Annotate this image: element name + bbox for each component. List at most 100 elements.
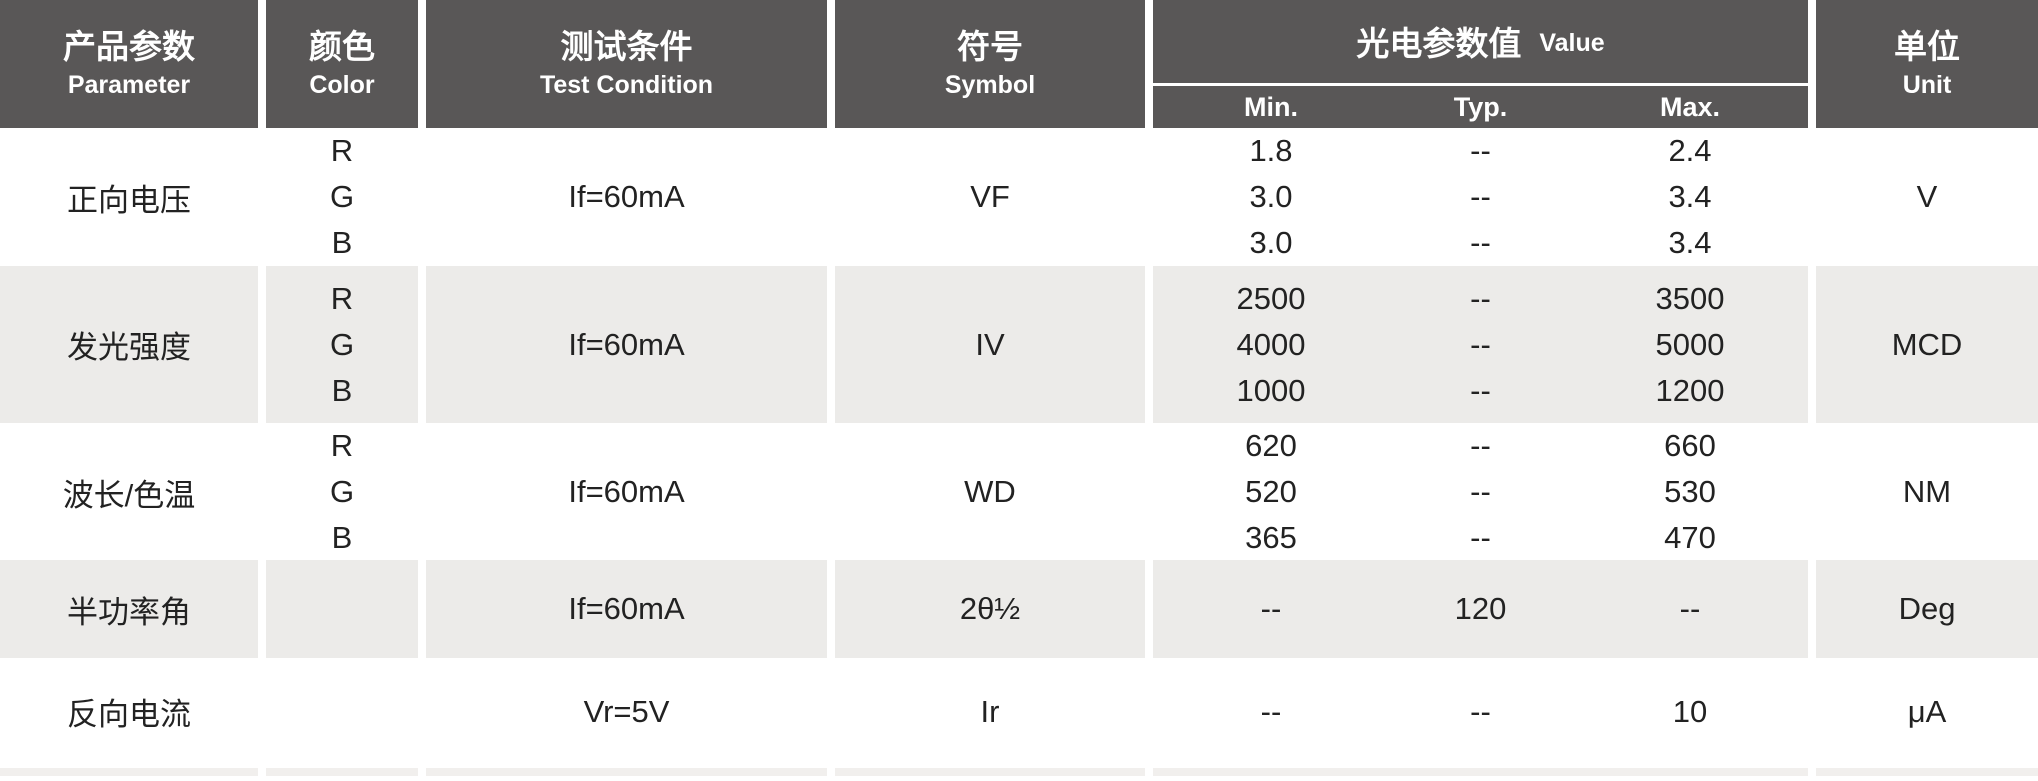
value-line: 3.4 — [1668, 179, 1712, 214]
table-row: 半功率角 If=60mA 2θ½ -- 120 -- Deg — [0, 560, 2038, 658]
color-cell — [266, 658, 418, 765]
value-min-cell: 2500 4000 1000 — [1153, 266, 1389, 423]
value-max-cell: 3500 5000 1200 — [1572, 266, 1808, 423]
header-color-en: Color — [309, 71, 375, 100]
color-cell — [266, 560, 418, 658]
unit-cell: μA — [1816, 658, 2038, 765]
header-test-condition-en: Test Condition — [539, 71, 714, 100]
value-line: -- — [1470, 326, 1491, 362]
color-label: R — [330, 428, 354, 463]
value-line: -- — [1470, 280, 1491, 316]
value-min-cell: -- — [1153, 560, 1389, 658]
header-unit-zh: 单位 — [1894, 28, 1960, 66]
value-line: -- — [1470, 133, 1491, 168]
test-condition-cell: If=60mA — [426, 560, 827, 658]
value-cell: 1.8 3.0 3.0 -- -- -- 2.4 3.4 3.4 — [1153, 128, 1808, 266]
value-line: 3500 — [1655, 280, 1725, 316]
value-line: 470 — [1664, 520, 1716, 555]
table-row: 发光强度 R G B If=60mA IV 2500 4000 1000 -- -- -- 3500 50… — [0, 266, 2038, 423]
table-body: 正向电压 R G B If=60mA VF 1.8 3.0 3.0 -- -- -- 2.4 3.4 3.4… — [0, 128, 2038, 765]
header-unit: 单位 Unit — [1816, 0, 2038, 128]
symbol-cell: IV — [835, 266, 1145, 423]
header-typ: Typ. — [1453, 91, 1508, 122]
value-cell: 620 520 365 -- -- -- 660 530 470 — [1153, 423, 1808, 561]
header-color-zh: 颜色 — [309, 28, 375, 66]
value-max-cell: 2.4 3.4 3.4 — [1572, 128, 1808, 266]
header-max: Max. — [1659, 91, 1721, 122]
value-line: 5000 — [1655, 326, 1725, 362]
value-line: -- — [1679, 591, 1701, 626]
value-line: 620 — [1245, 428, 1297, 463]
header-parameter: 产品参数 Parameter — [0, 0, 258, 128]
header-min: Min. — [1244, 91, 1298, 122]
value-line: 1000 — [1236, 372, 1306, 408]
test-condition-cell: If=60mA — [426, 128, 827, 266]
value-line: -- — [1470, 372, 1491, 408]
header-test-condition: 测试条件 Test Condition — [426, 0, 827, 128]
test-condition-cell: Vr=5V — [426, 658, 827, 765]
symbol-cell: WD — [835, 423, 1145, 561]
table-row: 波长/色温 R G B If=60mA WD 620 520 365 -- -- -- 660 530 47… — [0, 423, 2038, 561]
symbol-cell: Ir — [835, 658, 1145, 765]
value-cell: -- 120 -- — [1153, 560, 1808, 658]
header-value-title: 光电参数值 Value — [1153, 0, 1808, 86]
test-condition-cell: If=60mA — [426, 423, 827, 561]
header-value-en: Value — [1539, 28, 1605, 57]
value-line: 365 — [1245, 520, 1297, 555]
table-header: 产品参数 Parameter 颜色 Color 测试条件 Test Condit… — [0, 0, 2038, 128]
header-symbol-en: Symbol — [944, 71, 1036, 100]
color-label: R — [330, 280, 354, 316]
header-parameter-en: Parameter — [67, 71, 191, 100]
header-parameter-zh: 产品参数 — [63, 28, 195, 66]
value-line: -- — [1260, 591, 1282, 626]
value-typ-cell: -- -- -- — [1389, 128, 1572, 266]
header-symbol-zh: 符号 — [957, 28, 1023, 66]
unit-cell: NM — [1816, 423, 2038, 561]
test-condition-cell: If=60mA — [426, 266, 827, 423]
value-line: 520 — [1245, 474, 1297, 509]
value-typ-cell: -- -- -- — [1389, 423, 1572, 561]
value-min-cell: 1.8 3.0 3.0 — [1153, 128, 1389, 266]
header-test-condition-zh: 测试条件 — [560, 28, 693, 66]
value-max-cell: 660 530 470 — [1572, 423, 1808, 561]
value-line: 10 — [1672, 693, 1708, 729]
color-label: B — [331, 520, 353, 555]
value-line: 2500 — [1236, 280, 1306, 316]
unit-cell: V — [1816, 128, 2038, 266]
value-line: 120 — [1454, 591, 1507, 626]
table-row: 反向电流 Vr=5V Ir -- -- 10 μA — [0, 658, 2038, 765]
value-line: -- — [1470, 474, 1491, 509]
value-line: -- — [1470, 179, 1491, 214]
value-typ-cell: -- — [1389, 658, 1572, 765]
color-label: B — [331, 225, 353, 260]
unit-cell: Deg — [1816, 560, 2038, 658]
value-line: 2.4 — [1668, 133, 1712, 168]
header-value-group: 光电参数值 Value Min. Typ. Max. — [1153, 0, 1808, 128]
value-line: 3.0 — [1249, 179, 1293, 214]
value-line: 3.0 — [1249, 225, 1293, 260]
value-min-cell: 620 520 365 — [1153, 423, 1389, 561]
unit-cell: MCD — [1816, 266, 2038, 423]
value-max-cell: -- — [1572, 560, 1808, 658]
color-label: G — [329, 474, 355, 509]
value-line: 3.4 — [1668, 225, 1712, 260]
header-symbol: 符号 Symbol — [835, 0, 1145, 128]
value-cell: -- -- 10 — [1153, 658, 1808, 765]
color-label: G — [329, 326, 355, 362]
symbol-cell: VF — [835, 128, 1145, 266]
value-line: -- — [1470, 225, 1491, 260]
value-line: 1.8 — [1249, 133, 1293, 168]
value-max-cell: 10 — [1572, 658, 1808, 765]
param-cell: 正向电压 — [0, 128, 258, 266]
header-value-subcolumns: Min. Typ. Max. — [1153, 86, 1808, 128]
param-cell: 波长/色温 — [0, 423, 258, 561]
param-cell: 反向电流 — [0, 658, 258, 765]
value-typ-cell: 120 — [1389, 560, 1572, 658]
value-cell: 2500 4000 1000 -- -- -- 3500 5000 1200 — [1153, 266, 1808, 423]
header-color: 颜色 Color — [266, 0, 418, 128]
value-line: 660 — [1664, 428, 1716, 463]
value-line: 530 — [1664, 474, 1716, 509]
